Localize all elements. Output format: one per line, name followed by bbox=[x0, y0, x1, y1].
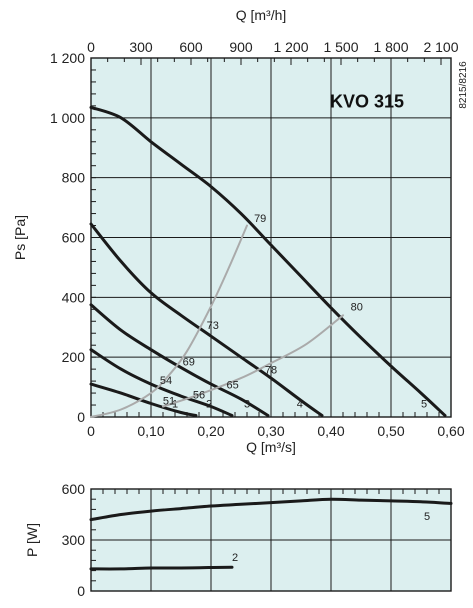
efficiency-curve bbox=[90, 224, 248, 418]
curve-label-2: 2 bbox=[206, 399, 212, 411]
power-chart: 0 300 600 P [W] 5 2 bbox=[24, 481, 453, 599]
fan-curve-4 bbox=[89, 222, 324, 417]
top-tick-label: 1 200 bbox=[273, 39, 308, 55]
efficiency-label: 51 bbox=[163, 396, 175, 408]
efficiency-label: 73 bbox=[207, 320, 219, 332]
fan-curve-3 bbox=[89, 303, 270, 417]
fan-curve-5 bbox=[89, 105, 447, 417]
x-tick-label: 0,60 bbox=[437, 423, 464, 439]
x-tick-label: 0,40 bbox=[317, 423, 344, 439]
x-axis-title: Q [m³/s] bbox=[246, 439, 296, 455]
y-tick-label: 0 bbox=[77, 409, 85, 425]
fan-curve-1 bbox=[89, 382, 198, 417]
x-tick-label: 0,50 bbox=[377, 423, 404, 439]
efficiency-label: 54 bbox=[160, 375, 172, 387]
y-tick-label: 200 bbox=[62, 349, 86, 365]
pressure-chart: 0 0,10 0,20 0,30 0,40 0,50 0,6002004006008001 … bbox=[12, 7, 469, 455]
y-axis-title: Ps [Pa] bbox=[12, 215, 28, 260]
x-tick-label: 0 bbox=[87, 423, 95, 439]
efficiency-curve bbox=[162, 314, 344, 408]
top-tick-label: 0 bbox=[87, 39, 95, 55]
side-code: 8215/8216 bbox=[458, 61, 469, 109]
top-axis-title: Q [m³/h] bbox=[236, 7, 287, 23]
y-tick-label: 600 bbox=[62, 481, 86, 497]
fan-curve-2 bbox=[89, 348, 234, 417]
y-tick-label: 300 bbox=[62, 532, 86, 548]
x-tick-label: 0,30 bbox=[257, 423, 284, 439]
top-tick-label: 300 bbox=[129, 39, 153, 55]
top-tick-label: 1 800 bbox=[373, 39, 408, 55]
y-tick-label: 800 bbox=[62, 170, 86, 186]
power-curve-label-2: 2 bbox=[232, 552, 238, 564]
power-curve-5 bbox=[89, 497, 453, 522]
model-label: KVO 315 bbox=[330, 91, 404, 111]
x-tick-label: 0,10 bbox=[137, 423, 164, 439]
curve-label-1: 1 bbox=[172, 399, 178, 411]
x-tick-label: 0,20 bbox=[197, 423, 224, 439]
y-tick-label: 400 bbox=[62, 289, 86, 305]
y-tick-label: 600 bbox=[62, 230, 86, 246]
efficiency-label: 79 bbox=[254, 213, 266, 225]
efficiency-label: 56 bbox=[193, 389, 205, 401]
y-tick-label: 0 bbox=[77, 583, 85, 599]
y-axis-title: P [W] bbox=[24, 523, 40, 557]
top-tick-label: 2 100 bbox=[423, 39, 458, 55]
efficiency-label: 69 bbox=[183, 357, 195, 369]
power-curve-2 bbox=[89, 565, 234, 571]
top-tick-label: 600 bbox=[179, 39, 203, 55]
curve-label-5: 5 bbox=[421, 399, 427, 411]
efficiency-label: 65 bbox=[226, 380, 238, 392]
curve-label-3: 3 bbox=[244, 399, 250, 411]
y-tick-label: 1 000 bbox=[50, 110, 85, 126]
top-tick-label: 900 bbox=[229, 39, 253, 55]
y-tick-label: 1 200 bbox=[50, 50, 85, 66]
top-tick-label: 1 500 bbox=[323, 39, 358, 55]
power-curve-label-5: 5 bbox=[424, 511, 430, 523]
curve-label-4: 4 bbox=[297, 399, 303, 411]
efficiency-label: 78 bbox=[265, 365, 277, 377]
efficiency-label: 80 bbox=[351, 301, 363, 313]
